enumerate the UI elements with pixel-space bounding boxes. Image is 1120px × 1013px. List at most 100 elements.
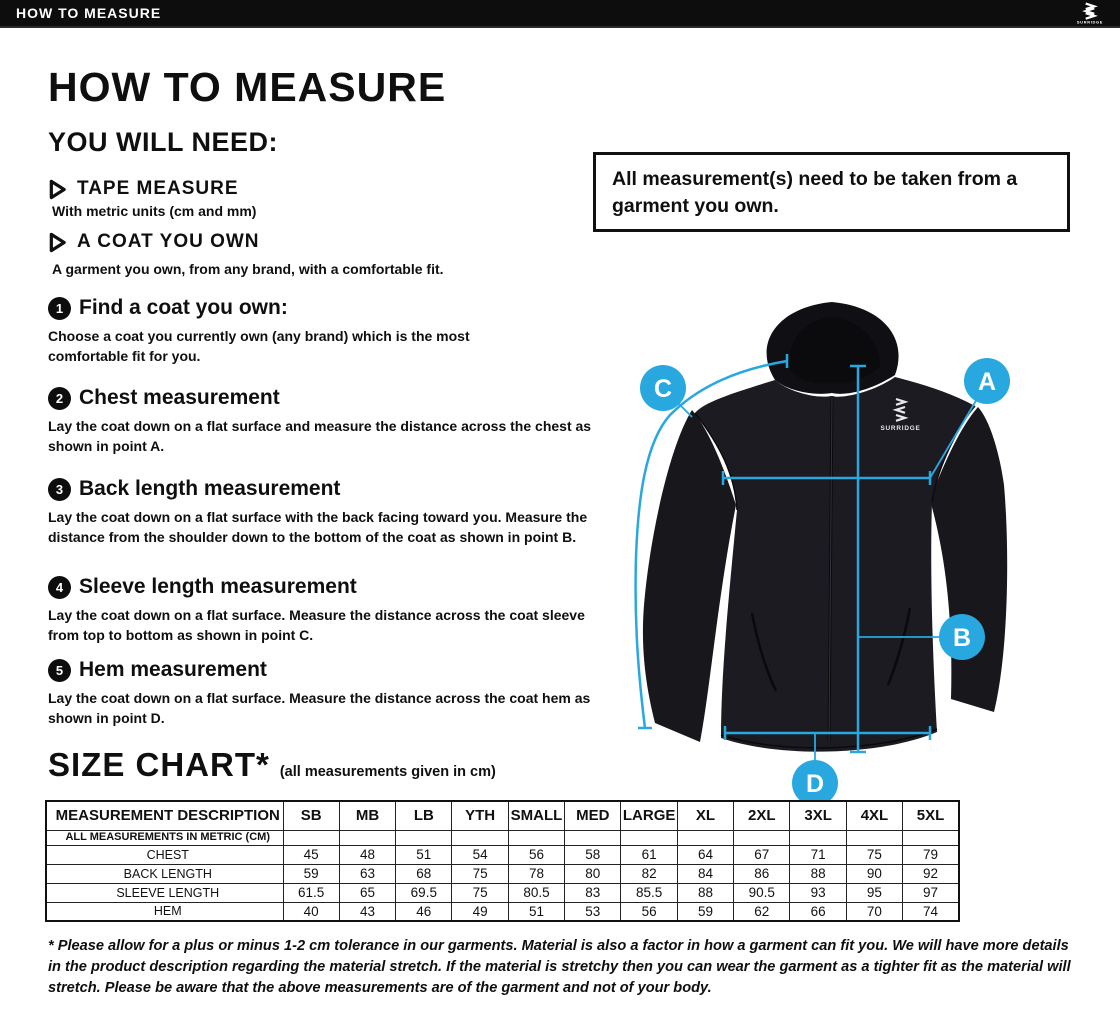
measurement-line-sleeve bbox=[634, 359, 788, 729]
note-text: All measurement(s) need to be taken from… bbox=[612, 168, 1018, 218]
callout-a: A bbox=[964, 358, 1010, 404]
jacket-left-arm bbox=[642, 410, 736, 742]
table-cell bbox=[845, 829, 904, 846]
table-cell: 51 bbox=[395, 844, 453, 865]
table-cell: 49 bbox=[451, 901, 509, 922]
table-cell: 88 bbox=[676, 882, 735, 903]
table-row-hem: HEM 40 43 46 49 51 53 56 59 62 66 70 74 bbox=[45, 901, 960, 922]
table-cell bbox=[789, 829, 847, 846]
table-cell bbox=[507, 829, 566, 846]
table-cell: 83 bbox=[564, 882, 622, 903]
table-cell: 53 bbox=[564, 901, 622, 922]
table-row-chest: CHEST 45 48 51 54 56 58 61 64 67 71 75 7… bbox=[45, 844, 960, 865]
size-chart-title: SIZE CHART* bbox=[48, 746, 270, 783]
table-cell: 88 bbox=[789, 863, 847, 884]
svg-text:B: B bbox=[953, 624, 971, 652]
table-cell bbox=[451, 829, 509, 846]
table-cell: 86 bbox=[733, 863, 791, 884]
table-cell: 85.5 bbox=[620, 882, 678, 903]
step-description: Lay the coat down on a flat surface with… bbox=[48, 509, 588, 545]
table-cell bbox=[620, 829, 678, 846]
note-box: All measurement(s) need to be taken from… bbox=[593, 152, 1070, 232]
triangle-icon bbox=[49, 232, 66, 252]
table-cell: 79 bbox=[902, 844, 960, 865]
table-cell: 40 bbox=[282, 901, 340, 922]
step-number-badge: 2 bbox=[48, 386, 71, 410]
table-cell: 54 bbox=[451, 844, 509, 865]
jacket-body bbox=[695, 377, 975, 752]
table-row-back-length: BACK LENGTH 59 63 68 75 78 80 82 84 86 8… bbox=[45, 863, 960, 884]
requirement-description: A garment you own, from any brand, with … bbox=[52, 261, 444, 277]
table-cell bbox=[676, 829, 735, 846]
table-cell: 70 bbox=[845, 901, 904, 922]
table-cell: 61 bbox=[620, 844, 678, 865]
requirement-item-coat: A COAT YOU OWN A garment you own, from a… bbox=[48, 231, 588, 277]
step-number-badge: 4 bbox=[48, 575, 71, 599]
row-label-cell: CHEST bbox=[45, 844, 284, 865]
step-item-1: 1 Find a coat you own: Choose a coat you… bbox=[48, 296, 593, 366]
table-header-cell: 5XL bbox=[902, 800, 960, 831]
step-description: Lay the coat down on a flat surface and … bbox=[48, 418, 592, 454]
table-cell: 59 bbox=[282, 863, 340, 884]
step-title: Back length measurement bbox=[79, 477, 341, 500]
table-cell bbox=[395, 829, 453, 846]
table-cell: 56 bbox=[620, 901, 678, 922]
step-title: Find a coat you own: bbox=[79, 296, 288, 319]
table-cell: 58 bbox=[564, 844, 622, 865]
table-header-cell: MEASUREMENT DESCRIPTION bbox=[45, 800, 284, 831]
you-will-need-heading: YOU WILL NEED: bbox=[48, 127, 279, 157]
table-cell: 45 bbox=[282, 844, 340, 865]
table-cell: 46 bbox=[395, 901, 453, 922]
table-cell: 78 bbox=[507, 863, 566, 884]
table-row-metric-note: ALL MEASUREMENTS IN METRIC (CM) bbox=[45, 829, 960, 846]
callout-d: D bbox=[792, 760, 838, 800]
step-item-4: 4 Sleeve length measurement Lay the coat… bbox=[48, 575, 593, 645]
svg-text:C: C bbox=[654, 375, 672, 403]
jacket-brand-logo: SURRIDGE bbox=[880, 397, 920, 432]
svg-text:SURRIDGE: SURRIDGE bbox=[880, 425, 920, 432]
table-cell bbox=[338, 829, 397, 846]
row-label-cell: SLEEVE LENGTH bbox=[45, 882, 284, 903]
table-header-row: MEASUREMENT DESCRIPTION SB MB LB YTH SMA… bbox=[45, 800, 960, 831]
header-title: HOW TO MEASURE bbox=[16, 5, 162, 21]
table-cell: 75 bbox=[451, 863, 509, 884]
requirement-item-tape-measure: TAPE MEASURE With metric units (cm and m… bbox=[48, 178, 588, 219]
table-header-cell: 3XL bbox=[789, 800, 847, 831]
table-cell: 95 bbox=[845, 882, 904, 903]
size-chart-subtitle: (all measurements given in cm) bbox=[279, 764, 496, 780]
table-cell: 97 bbox=[902, 882, 960, 903]
table-header-cell: XL bbox=[676, 800, 735, 831]
table-header-cell: MED bbox=[564, 800, 622, 831]
table-cell: 90 bbox=[845, 863, 904, 884]
table-cell: 43 bbox=[338, 901, 397, 922]
step-title: Hem measurement bbox=[79, 658, 267, 681]
table-cell: 51 bbox=[507, 901, 566, 922]
table-cell: 90.5 bbox=[733, 882, 791, 903]
header-bar: HOW TO MEASURE SURRIDGE bbox=[0, 0, 1120, 28]
table-cell: 92 bbox=[902, 863, 960, 884]
jacket-right-arm bbox=[930, 407, 1008, 712]
requirement-label: TAPE MEASURE bbox=[77, 178, 239, 199]
step-title: Chest measurement bbox=[79, 386, 280, 409]
row-label-cell: BACK LENGTH bbox=[45, 863, 284, 884]
table-header-cell: YTH bbox=[451, 800, 509, 831]
svg-text:A: A bbox=[978, 368, 996, 396]
surridge-logo-icon: SURRIDGE bbox=[1077, 2, 1102, 24]
callout-c: C bbox=[640, 365, 686, 411]
table-cell: 64 bbox=[676, 844, 735, 865]
metric-note-cell: ALL MEASUREMENTS IN METRIC (CM) bbox=[45, 829, 284, 846]
table-cell bbox=[902, 829, 960, 846]
table-cell bbox=[564, 829, 622, 846]
step-description: Choose a coat you currently own (any bra… bbox=[48, 328, 470, 364]
size-chart-heading: SIZE CHART* (all measurements given in c… bbox=[48, 746, 496, 784]
callout-b: B bbox=[939, 614, 985, 660]
table-cell: 56 bbox=[507, 844, 566, 865]
table-cell: 65 bbox=[338, 882, 397, 903]
table-cell: 67 bbox=[733, 844, 791, 865]
table-cell: 71 bbox=[789, 844, 847, 865]
table-cell: 74 bbox=[902, 901, 960, 922]
step-description: Lay the coat down on a flat surface. Mea… bbox=[48, 690, 591, 726]
svg-text:D: D bbox=[806, 770, 824, 798]
step-number-badge: 5 bbox=[48, 658, 71, 682]
table-cell: 75 bbox=[451, 882, 509, 903]
